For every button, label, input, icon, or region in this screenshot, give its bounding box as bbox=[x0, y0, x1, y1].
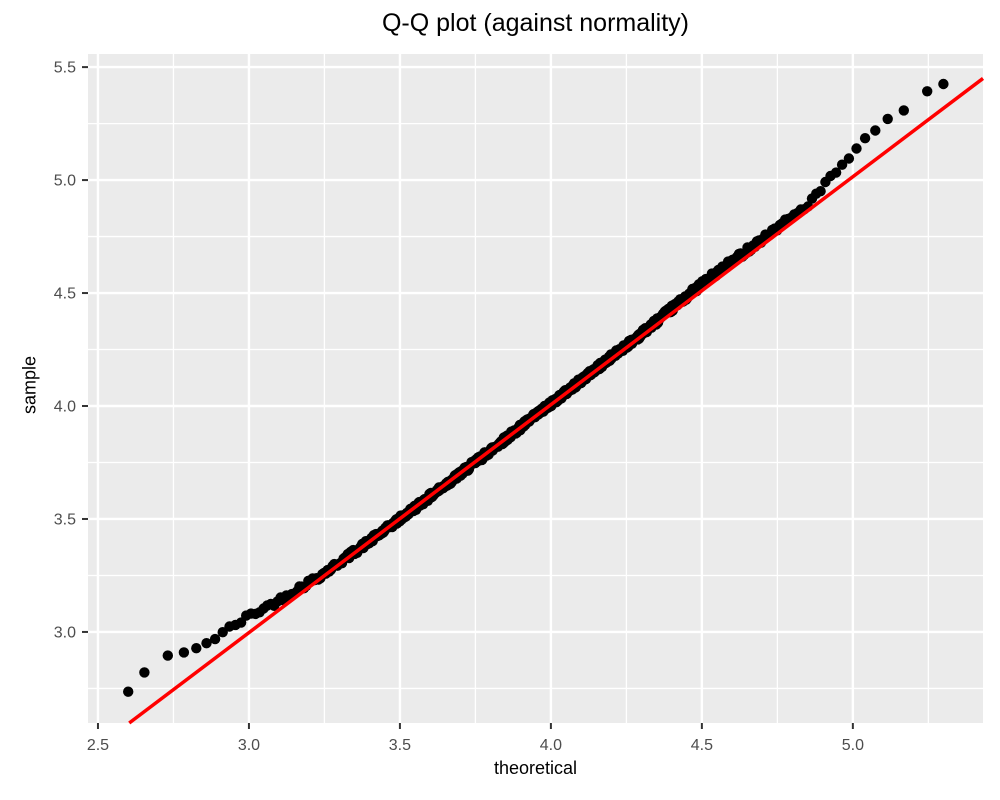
qq-point bbox=[217, 627, 228, 638]
plot-title: Q-Q plot (against normality) bbox=[381, 9, 690, 37]
qq-point bbox=[830, 167, 842, 178]
y-tick-label: 3.5 bbox=[54, 511, 76, 528]
qq-point bbox=[123, 686, 134, 697]
qq-point bbox=[870, 125, 881, 136]
qq-point bbox=[209, 633, 221, 645]
x-tick-label: 3.5 bbox=[389, 737, 411, 754]
qq-point bbox=[851, 143, 862, 154]
plot-panel bbox=[88, 54, 983, 723]
y-tick-label: 5.0 bbox=[54, 173, 76, 190]
qq-point bbox=[938, 78, 949, 90]
x-tick-label: 2.5 bbox=[87, 737, 109, 754]
qq-point bbox=[162, 650, 173, 661]
qq-point bbox=[201, 638, 212, 649]
x-tick-label: 5.0 bbox=[842, 737, 864, 754]
x-tick-label: 4.5 bbox=[691, 737, 713, 754]
y-tick-label: 3.0 bbox=[54, 624, 76, 641]
y-tick-label: 4.5 bbox=[54, 286, 76, 303]
qq-point bbox=[882, 113, 893, 125]
qq-point bbox=[836, 159, 848, 170]
reference-line bbox=[128, 77, 985, 725]
qq-point bbox=[859, 133, 871, 144]
qq-point bbox=[898, 105, 909, 116]
qq-point bbox=[139, 667, 150, 678]
x-tick-label: 3.0 bbox=[238, 737, 260, 754]
qq-point bbox=[815, 186, 826, 197]
x-axis-title: theoretical bbox=[493, 758, 578, 778]
y-tick-label: 4.0 bbox=[54, 399, 76, 416]
qq-point bbox=[922, 86, 933, 97]
y-tick-label: 5.5 bbox=[54, 60, 76, 77]
qq-point bbox=[191, 643, 202, 654]
qq-point bbox=[178, 647, 190, 658]
y-axis-title-text: sample bbox=[19, 355, 40, 415]
qq-point bbox=[843, 153, 855, 164]
x-tick-label: 4.0 bbox=[540, 737, 562, 754]
